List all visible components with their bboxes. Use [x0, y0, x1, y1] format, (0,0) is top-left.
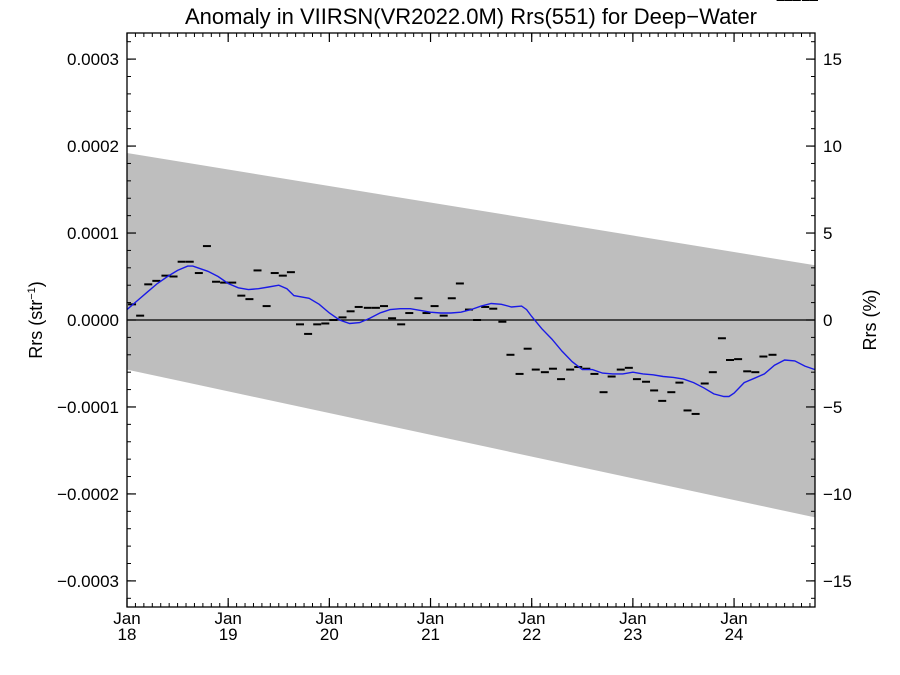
- y2-tick-label: −15: [823, 572, 852, 591]
- x-tick-month-label: Jan: [518, 609, 545, 628]
- y2-tick-label: 5: [823, 224, 832, 243]
- uncertainty-band: [127, 153, 815, 518]
- x-tick-month-label: Jan: [316, 609, 343, 628]
- x-tick-month-label: Jan: [619, 609, 646, 628]
- smoothed-series-line: [126, 265, 816, 398]
- x-tick-year-label: 21: [421, 625, 440, 644]
- axes-layer: 0.0003 0.0002 0.0001 0.0000 −0.0001 −0.0002 −0…: [57, 32, 852, 644]
- x-tick-year-label: 19: [219, 625, 238, 644]
- x-tick-year-label: 18: [118, 625, 137, 644]
- y2-tick-label: 0: [823, 311, 832, 330]
- x-tick-month-label: Jan: [214, 609, 241, 628]
- x-tick-month-label: Jan: [113, 609, 140, 628]
- y2-tick-label: −10: [823, 485, 852, 504]
- y-tick-label: 0.0000: [67, 311, 119, 330]
- x-tick-month-label: Jan: [417, 609, 444, 628]
- y-tick-label: −0.0001: [57, 398, 119, 417]
- chart-title: Anomaly in VIIRSN(VR2022.0M) Rrs(551) fo…: [185, 4, 757, 29]
- y-axis-label-superscript: −1: [26, 287, 38, 300]
- uncertainty-band-layer: [127, 153, 815, 518]
- y-axis-label: Rrs (str−1): [26, 281, 46, 359]
- x-tick-month-label: Jan: [720, 609, 747, 628]
- y-tick-label: 0.0002: [67, 137, 119, 156]
- x-tick-year-label: 24: [725, 625, 744, 644]
- y-axis-label-close: ): [26, 281, 46, 287]
- y2-tick-label: −5: [823, 398, 842, 417]
- y-tick-label: −0.0003: [57, 572, 119, 591]
- y-tick-label: −0.0002: [57, 485, 119, 504]
- x-tick-year-label: 23: [623, 625, 642, 644]
- smoothed-line-layer: [126, 265, 816, 398]
- monthly-points-layer: [128, 0, 818, 415]
- x-tick-year-label: 20: [320, 625, 339, 644]
- y-tick-label: 0.0003: [67, 50, 119, 69]
- y2-tick-label: 10: [823, 137, 842, 156]
- x-tick-year-label: 22: [522, 625, 541, 644]
- y2-axis-label: Rrs (%): [860, 290, 880, 351]
- y2-tick-label: 15: [823, 50, 842, 69]
- y-tick-label: 0.0001: [67, 224, 119, 243]
